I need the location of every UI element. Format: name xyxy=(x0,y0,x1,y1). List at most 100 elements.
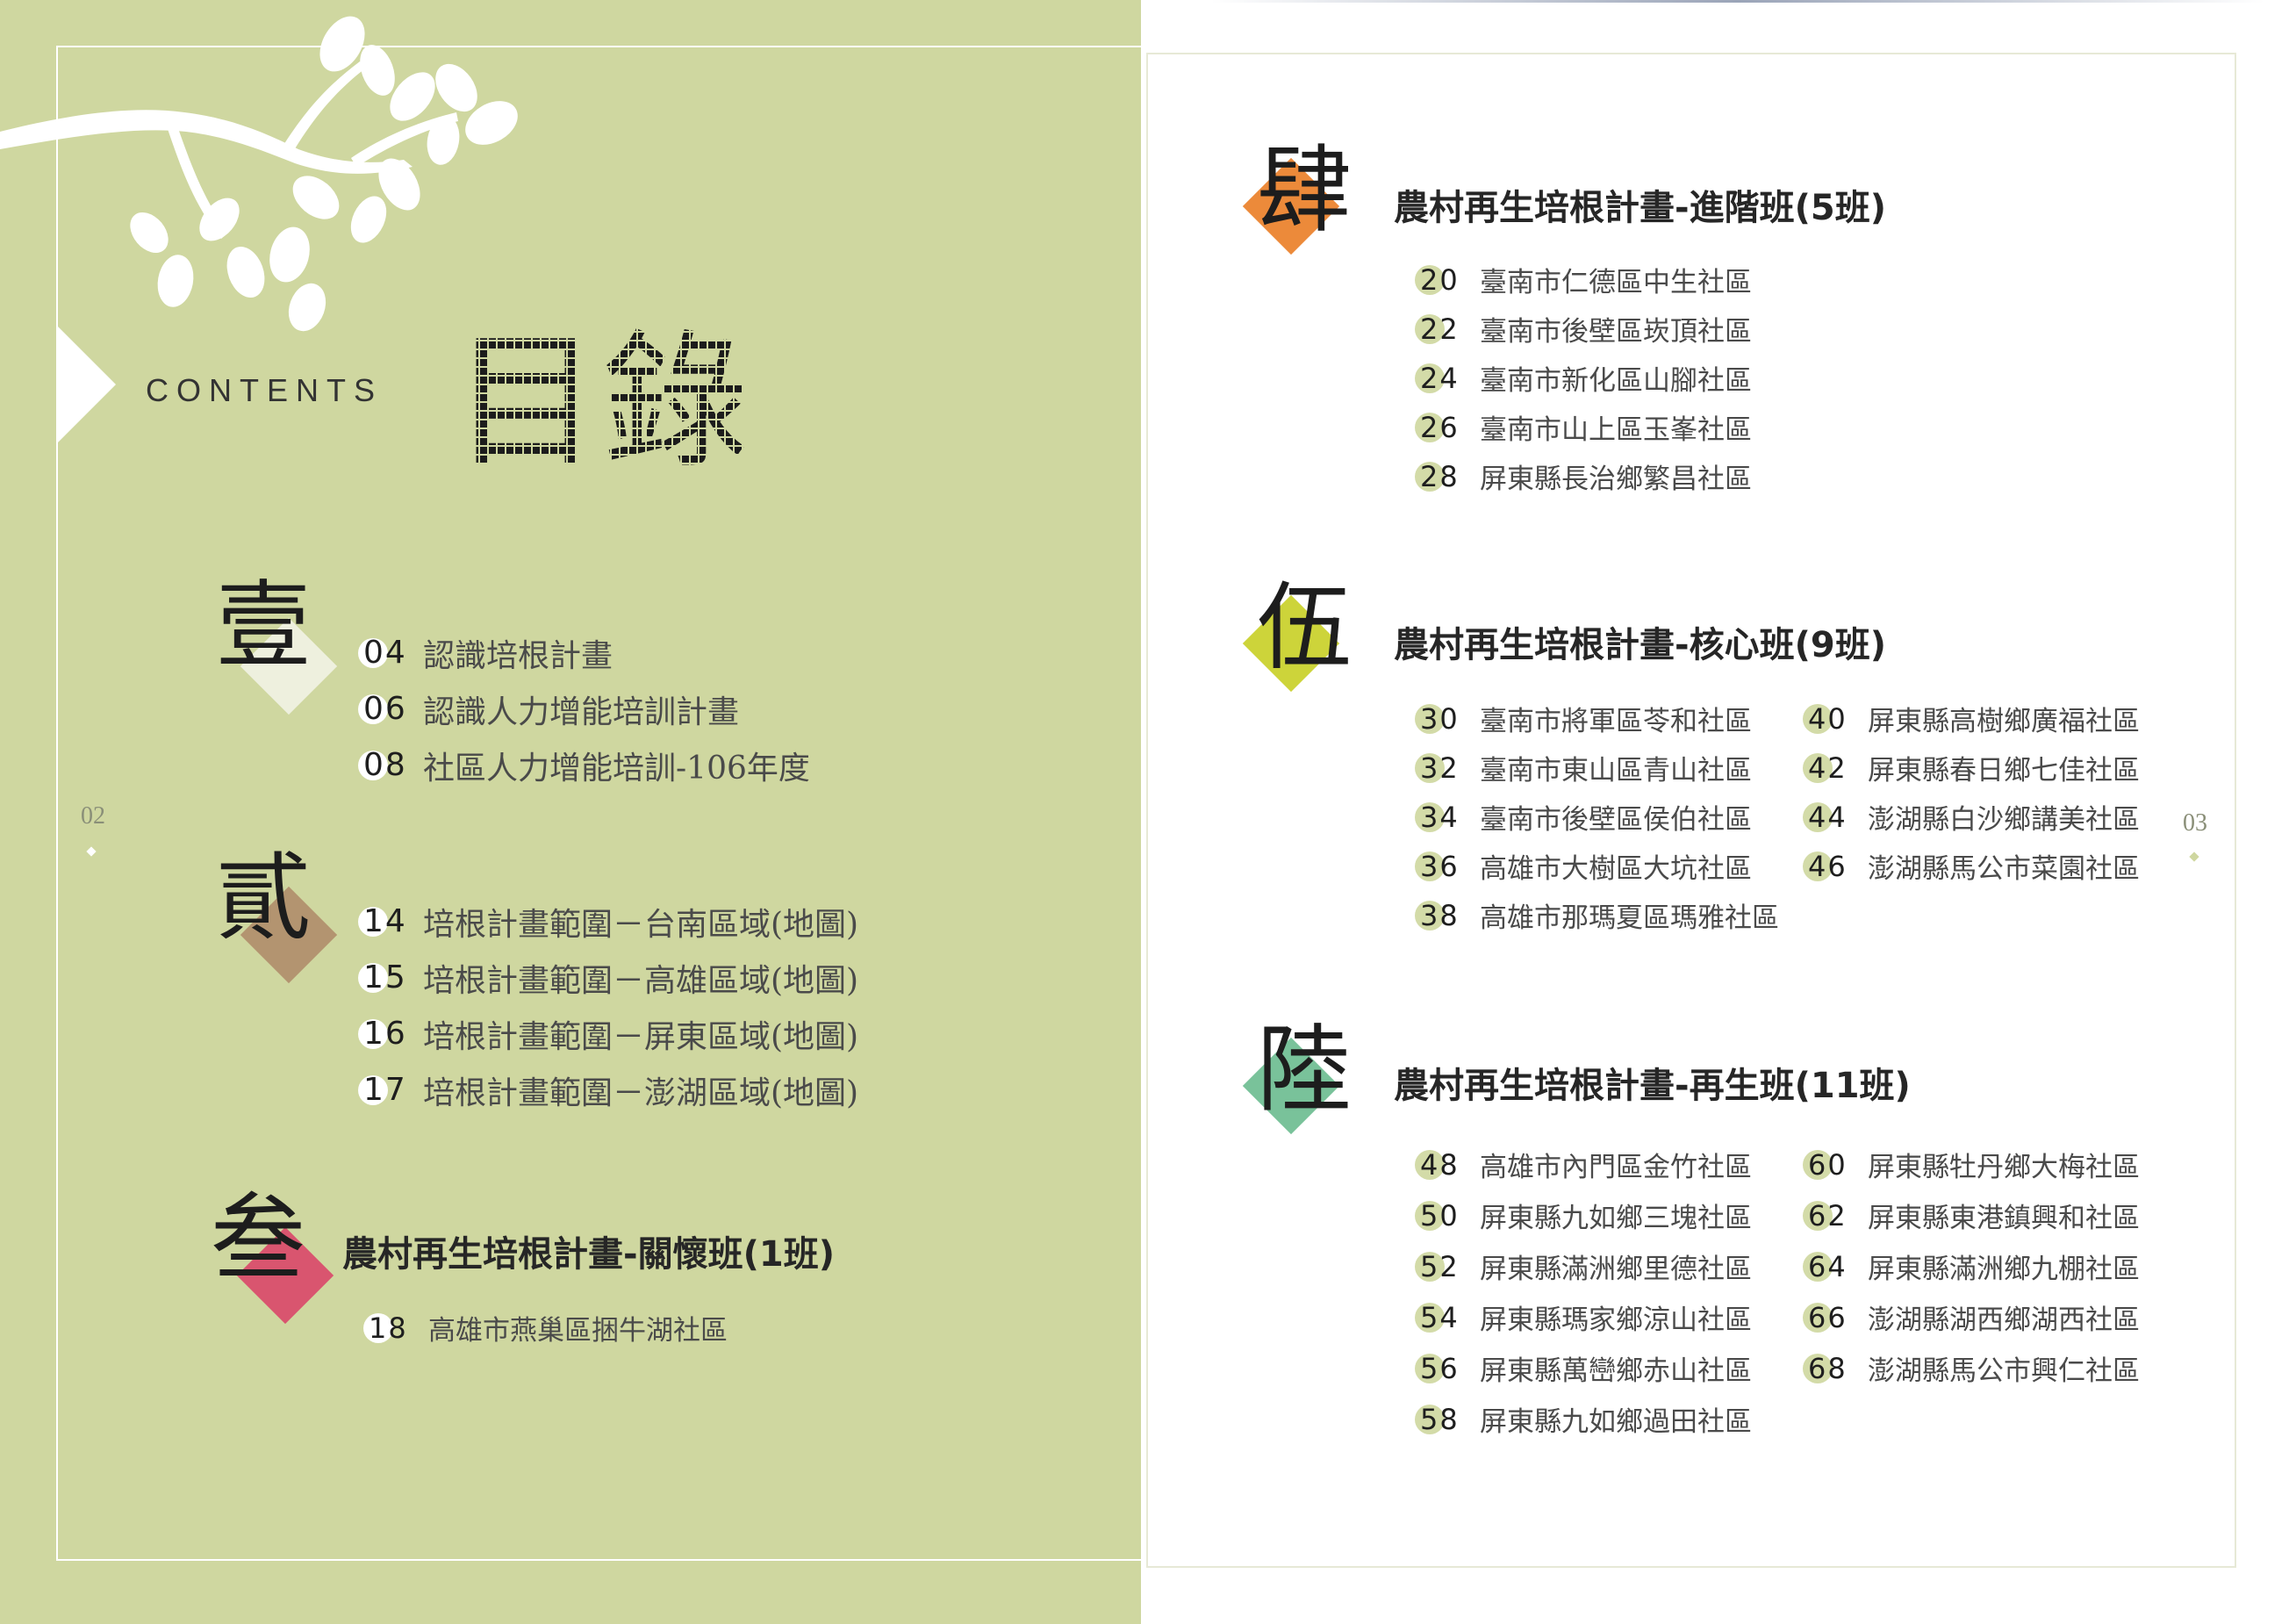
list-item[interactable]: 46 澎湖縣馬公市菜園社區 xyxy=(1803,846,2140,886)
page-badge: 38 xyxy=(1415,896,1471,935)
list-item[interactable]: 42 屏東縣春日鄉七佳社區 xyxy=(1803,748,2140,787)
entry-text: 臺南市新化區山腳社區 xyxy=(1480,365,1752,397)
list-item[interactable]: 18 高雄市燕巢區捆牛湖社區 xyxy=(363,1308,728,1347)
list-item[interactable]: 56 屏東縣萬巒鄉赤山社區 xyxy=(1415,1348,1752,1388)
page-badge: 42 xyxy=(1803,749,1859,787)
page-badge: 60 xyxy=(1803,1146,1859,1184)
page-badge: 36 xyxy=(1415,847,1471,886)
list-item[interactable]: 68 澎湖縣馬公市興仁社區 xyxy=(1803,1348,2140,1388)
top-edge-line xyxy=(1211,0,2264,3)
page-badge: 14 xyxy=(358,902,414,941)
list-item[interactable]: 32 臺南市東山區青山社區 xyxy=(1415,748,1752,787)
page-badge: 24 xyxy=(1415,359,1471,398)
page-badge: 68 xyxy=(1803,1349,1859,1388)
entry-text: 屏東縣滿洲鄉里德社區 xyxy=(1480,1254,1752,1285)
section-1-char: 壹 xyxy=(216,571,312,681)
page-badge: 44 xyxy=(1803,798,1859,837)
entry-text: 臺南市山上區玉峯社區 xyxy=(1480,414,1752,446)
list-item[interactable]: 50 屏東縣九如鄉三塊社區 xyxy=(1415,1196,1752,1235)
page-badge: 22 xyxy=(1415,310,1471,349)
entry-text: 屏東縣東港鎮興和社區 xyxy=(1868,1203,2140,1234)
page-badge: 48 xyxy=(1415,1146,1471,1184)
list-item[interactable]: 34 臺南市後壁區侯伯社區 xyxy=(1415,797,1752,837)
entry-text: 屏東縣九如鄉過田社區 xyxy=(1480,1406,1752,1438)
list-item[interactable]: 48 高雄市內門區金竹社區 xyxy=(1415,1145,1752,1184)
page-badge: 26 xyxy=(1415,408,1471,447)
page-badge: 30 xyxy=(1415,700,1471,738)
entry-text: 澎湖縣馬公市菜園社區 xyxy=(1868,853,2140,885)
list-item[interactable]: 04 認識培根計畫 xyxy=(358,630,613,676)
page-badge: 08 xyxy=(358,746,414,785)
list-item[interactable]: 06 認識人力增能培訓計畫 xyxy=(358,686,739,732)
entry-text: 臺南市後壁區侯伯社區 xyxy=(1480,804,1752,836)
page-badge: 20 xyxy=(1415,261,1471,299)
list-item[interactable]: 17 培根計畫範圍－澎湖區域(地圖) xyxy=(358,1067,858,1113)
list-item[interactable]: 38 高雄市那瑪夏區瑪雅社區 xyxy=(1415,895,1779,935)
list-item[interactable]: 24 臺南市新化區山腳社區 xyxy=(1415,358,1752,398)
entry-text: 臺南市仁德區中生社區 xyxy=(1480,267,1752,298)
page-badge: 32 xyxy=(1415,749,1471,787)
list-item[interactable]: 14 培根計畫範圍－台南區域(地圖) xyxy=(358,899,858,945)
page-badge: 34 xyxy=(1415,798,1471,837)
page-title-text: 目錄 xyxy=(453,316,751,472)
entry-text: 屏東縣九如鄉三塊社區 xyxy=(1480,1203,1752,1234)
page-badge: 58 xyxy=(1415,1400,1471,1439)
section-4-char: 肆 xyxy=(1257,136,1352,246)
entry-text: 澎湖縣湖西鄉湖西社區 xyxy=(1868,1304,2140,1336)
section-6-char: 陸 xyxy=(1257,1016,1352,1125)
entry-text: 臺南市將軍區苓和社區 xyxy=(1480,706,1752,737)
section-3-title: 農村再生培根計畫-關懷班(1班) xyxy=(342,1234,835,1275)
entry-text: 屏東縣高樹鄉廣福社區 xyxy=(1868,706,2140,737)
list-item[interactable]: 44 澎湖縣白沙鄉講美社區 xyxy=(1803,797,2140,837)
contents-arrow xyxy=(58,327,116,442)
page-badge: 18 xyxy=(363,1309,420,1347)
entry-text: 澎湖縣白沙鄉講美社區 xyxy=(1868,804,2140,836)
page-title: 目錄 xyxy=(453,316,751,472)
list-item[interactable]: 58 屏東縣九如鄉過田社區 xyxy=(1415,1399,1752,1439)
list-item[interactable]: 62 屏東縣東港鎮興和社區 xyxy=(1803,1196,2140,1235)
left-page-frame xyxy=(56,46,1197,1561)
page-badge: 46 xyxy=(1803,847,1859,886)
page-number-left: 02 xyxy=(81,802,105,830)
list-item[interactable]: 16 培根計畫範圍－屏東區域(地圖) xyxy=(358,1011,858,1057)
entry-text: 臺南市後壁區崁頂社區 xyxy=(1480,316,1752,348)
list-item[interactable]: 20 臺南市仁德區中生社區 xyxy=(1415,260,1752,299)
entry-text: 高雄市大樹區大坑社區 xyxy=(1480,853,1752,885)
list-item[interactable]: 28 屏東縣長治鄉繁昌社區 xyxy=(1415,456,1752,496)
entry-text: 屏東縣牡丹鄉大梅社區 xyxy=(1868,1152,2140,1183)
right-page-frame xyxy=(1146,53,2236,1568)
entry-text: 高雄市內門區金竹社區 xyxy=(1480,1152,1752,1183)
list-item[interactable]: 64 屏東縣滿洲鄉九棚社區 xyxy=(1803,1247,2140,1286)
entry-text: 高雄市那瑪夏區瑪雅社區 xyxy=(1480,902,1779,934)
contents-label: CONTENTS xyxy=(146,372,383,408)
entry-text: 澎湖縣馬公市興仁社區 xyxy=(1868,1355,2140,1387)
list-item[interactable]: 26 臺南市山上區玉峯社區 xyxy=(1415,407,1752,447)
list-item[interactable]: 60 屏東縣牡丹鄉大梅社區 xyxy=(1803,1145,2140,1184)
section-3-char: 叁 xyxy=(211,1184,306,1294)
list-item[interactable]: 52 屏東縣滿洲鄉里德社區 xyxy=(1415,1247,1752,1286)
entry-text: 培根計畫範圍－屏東區域(地圖) xyxy=(423,1019,859,1055)
page-number-right: 03 xyxy=(2183,809,2207,837)
page-badge: 52 xyxy=(1415,1247,1471,1286)
page-badge: 15 xyxy=(358,959,414,997)
section-5-char: 伍 xyxy=(1257,573,1352,683)
page-badge: 56 xyxy=(1415,1349,1471,1388)
entry-text: 認識人力增能培訓計畫 xyxy=(423,694,740,730)
list-item[interactable]: 66 澎湖縣湖西鄉湖西社區 xyxy=(1803,1297,2140,1337)
page-badge: 06 xyxy=(358,690,414,729)
entry-text: 屏東縣瑪家鄉涼山社區 xyxy=(1480,1304,1752,1336)
list-item[interactable]: 22 臺南市後壁區崁頂社區 xyxy=(1415,309,1752,349)
section-4-title: 農村再生培根計畫-進階班(5班) xyxy=(1394,188,1886,228)
entry-text: 培根計畫範圍－澎湖區域(地圖) xyxy=(423,1075,859,1111)
entry-text: 培根計畫範圍－高雄區域(地圖) xyxy=(423,963,859,999)
list-item[interactable]: 40 屏東縣高樹鄉廣福社區 xyxy=(1803,699,2140,738)
entry-text: 屏東縣春日鄉七佳社區 xyxy=(1868,755,2140,787)
list-item[interactable]: 15 培根計畫範圍－高雄區域(地圖) xyxy=(358,955,858,1001)
list-item[interactable]: 54 屏東縣瑪家鄉涼山社區 xyxy=(1415,1297,1752,1337)
list-item[interactable]: 30 臺南市將軍區苓和社區 xyxy=(1415,699,1752,738)
list-item[interactable]: 08 社區人力增能培訓-106年度 xyxy=(358,743,810,788)
entry-text: 認識培根計畫 xyxy=(423,638,613,674)
section-2-char: 貳 xyxy=(216,844,312,953)
list-item[interactable]: 36 高雄市大樹區大坑社區 xyxy=(1415,846,1752,886)
page-badge: 66 xyxy=(1803,1298,1859,1337)
